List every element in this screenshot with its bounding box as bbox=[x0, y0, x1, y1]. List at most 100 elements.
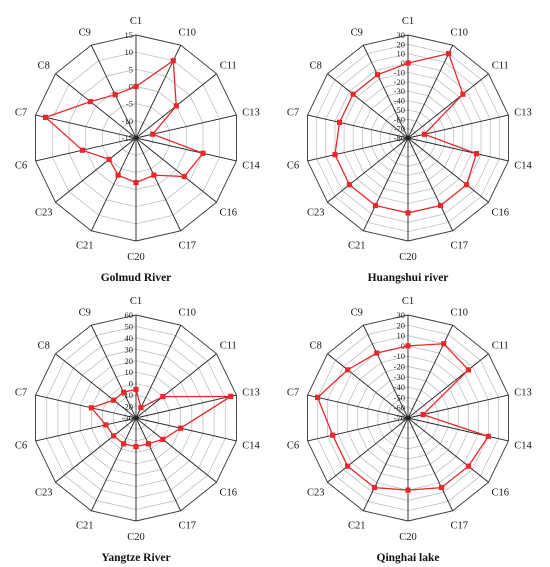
data-point-c9 bbox=[112, 92, 118, 98]
data-point-c14 bbox=[178, 425, 184, 431]
radar-panel-yangtze-river: C1 C10 C11 C13 C14 C16 C17 C20 C21 C23 C6 C7 C8 C9 -30… bbox=[15, 296, 261, 543]
radar-spoke-c16 bbox=[135, 137, 217, 203]
category-label-c1: C1 bbox=[402, 296, 414, 307]
category-label-c10: C10 bbox=[450, 308, 468, 319]
data-point-c16 bbox=[181, 173, 187, 180]
data-point-c23 bbox=[111, 433, 117, 439]
data-point-c1 bbox=[133, 386, 139, 392]
category-label-c8: C8 bbox=[310, 340, 322, 351]
radar-spoke-c17 bbox=[135, 137, 182, 231]
panel-label-huangshui-river: Huangshui river bbox=[368, 272, 449, 284]
data-point-c17 bbox=[438, 485, 445, 491]
radial-tick-label: -20 bbox=[394, 77, 405, 87]
radar-spoke-c7 bbox=[307, 114, 409, 139]
radial-tick-label: 20 bbox=[397, 320, 406, 330]
radar-spoke-c14 bbox=[135, 137, 237, 162]
data-point-c9 bbox=[120, 389, 127, 395]
radial-tick-label: -70 bbox=[394, 124, 405, 134]
category-label-c7: C7 bbox=[287, 108, 299, 119]
category-label-c9: C9 bbox=[351, 28, 363, 39]
radar-spoke-c9 bbox=[90, 45, 137, 139]
radial-tick-label: -30 bbox=[394, 86, 405, 96]
radial-tick-label: -60 bbox=[394, 403, 405, 413]
radar-spoke-c10 bbox=[407, 45, 454, 139]
panel-label-yangtze-river: Yangtze River bbox=[101, 552, 170, 564]
category-label-c6: C6 bbox=[287, 440, 299, 451]
radar-spoke-c11 bbox=[407, 353, 489, 419]
radial-tick-label: 10 bbox=[397, 331, 406, 341]
radar-spoke-c17 bbox=[135, 417, 182, 511]
category-label-c23: C23 bbox=[35, 488, 53, 499]
data-point-c7 bbox=[336, 119, 343, 125]
category-label-c1: C1 bbox=[130, 16, 142, 27]
radial-tick-label: -40 bbox=[394, 382, 405, 392]
category-label-c9: C9 bbox=[351, 308, 363, 319]
category-label-c16: C16 bbox=[220, 488, 238, 499]
data-point-c8 bbox=[345, 367, 351, 373]
data-point-c20 bbox=[405, 210, 411, 216]
category-label-c16: C16 bbox=[220, 208, 238, 219]
radar-spoke-c21 bbox=[90, 137, 137, 231]
radial-tick-label: 30 bbox=[397, 30, 406, 40]
radar-spoke-c7 bbox=[35, 394, 137, 419]
data-point-c7 bbox=[88, 405, 94, 411]
radial-tick-label: -50 bbox=[394, 105, 405, 115]
category-label-c11: C11 bbox=[492, 60, 509, 71]
radar-spoke-c14 bbox=[135, 417, 237, 442]
radial-tick-label: 0 bbox=[401, 58, 405, 68]
category-label-c7: C7 bbox=[15, 108, 27, 119]
category-label-c17: C17 bbox=[450, 520, 468, 531]
data-point-c8 bbox=[111, 397, 117, 403]
data-point-c13 bbox=[150, 131, 156, 137]
radar-spoke-c8 bbox=[55, 73, 137, 139]
data-point-c10 bbox=[170, 58, 176, 64]
data-point-c11 bbox=[465, 367, 471, 373]
radial-tick-label: -80 bbox=[394, 133, 405, 143]
radial-tick-label: -70 bbox=[394, 413, 405, 423]
category-label-c17: C17 bbox=[178, 240, 196, 251]
radar-spoke-c17 bbox=[407, 137, 454, 231]
radar-spoke-c7 bbox=[35, 114, 137, 139]
category-label-c8: C8 bbox=[310, 60, 322, 71]
data-point-c7 bbox=[315, 394, 321, 400]
data-point-c16 bbox=[465, 463, 471, 469]
category-label-c23: C23 bbox=[307, 488, 325, 499]
radial-tick-label: -15 bbox=[122, 133, 133, 143]
category-label-c17: C17 bbox=[450, 240, 468, 251]
data-point-c14 bbox=[485, 433, 491, 439]
category-label-c9: C9 bbox=[79, 28, 91, 39]
data-point-c8 bbox=[87, 99, 93, 105]
category-label-c7: C7 bbox=[15, 388, 27, 399]
data-point-c14 bbox=[473, 151, 480, 157]
data-point-c14 bbox=[200, 150, 206, 156]
data-point-c9 bbox=[374, 350, 380, 356]
category-label-c20: C20 bbox=[399, 532, 417, 543]
category-label-c6: C6 bbox=[15, 160, 27, 171]
category-label-c14: C14 bbox=[242, 440, 260, 451]
radar-spoke-c21 bbox=[362, 417, 409, 511]
radar-spoke-c23 bbox=[55, 417, 137, 483]
radar-spoke-c6 bbox=[35, 417, 137, 442]
category-label-c11: C11 bbox=[492, 340, 509, 351]
data-point-c23 bbox=[346, 182, 353, 188]
data-point-c11 bbox=[460, 91, 466, 97]
radar-panels: C1C10C11C13C14C16C17C20C21C23C6C7C8C9-15… bbox=[15, 16, 533, 543]
radial-tick-label: -30 bbox=[122, 413, 133, 423]
data-point-c23 bbox=[345, 463, 351, 469]
category-label-c16: C16 bbox=[492, 208, 510, 219]
category-label-c1: C1 bbox=[402, 16, 414, 27]
data-point-c9 bbox=[374, 72, 381, 78]
radial-tick-label: 30 bbox=[125, 344, 134, 354]
radar-spoke-c16 bbox=[407, 137, 489, 203]
category-label-c21: C21 bbox=[348, 240, 366, 251]
radar-spoke-c10 bbox=[407, 325, 454, 419]
radar-spoke-c7 bbox=[307, 394, 409, 419]
radial-tick-label: 30 bbox=[397, 310, 406, 320]
radial-tick-label: -10 bbox=[122, 390, 133, 400]
category-label-c14: C14 bbox=[242, 160, 260, 171]
radial-tick-label: 0 bbox=[401, 341, 405, 351]
radar-spoke-c14 bbox=[407, 417, 509, 442]
radar-spoke-c11 bbox=[407, 73, 489, 139]
category-label-c23: C23 bbox=[35, 208, 53, 219]
category-label-c21: C21 bbox=[348, 520, 366, 531]
